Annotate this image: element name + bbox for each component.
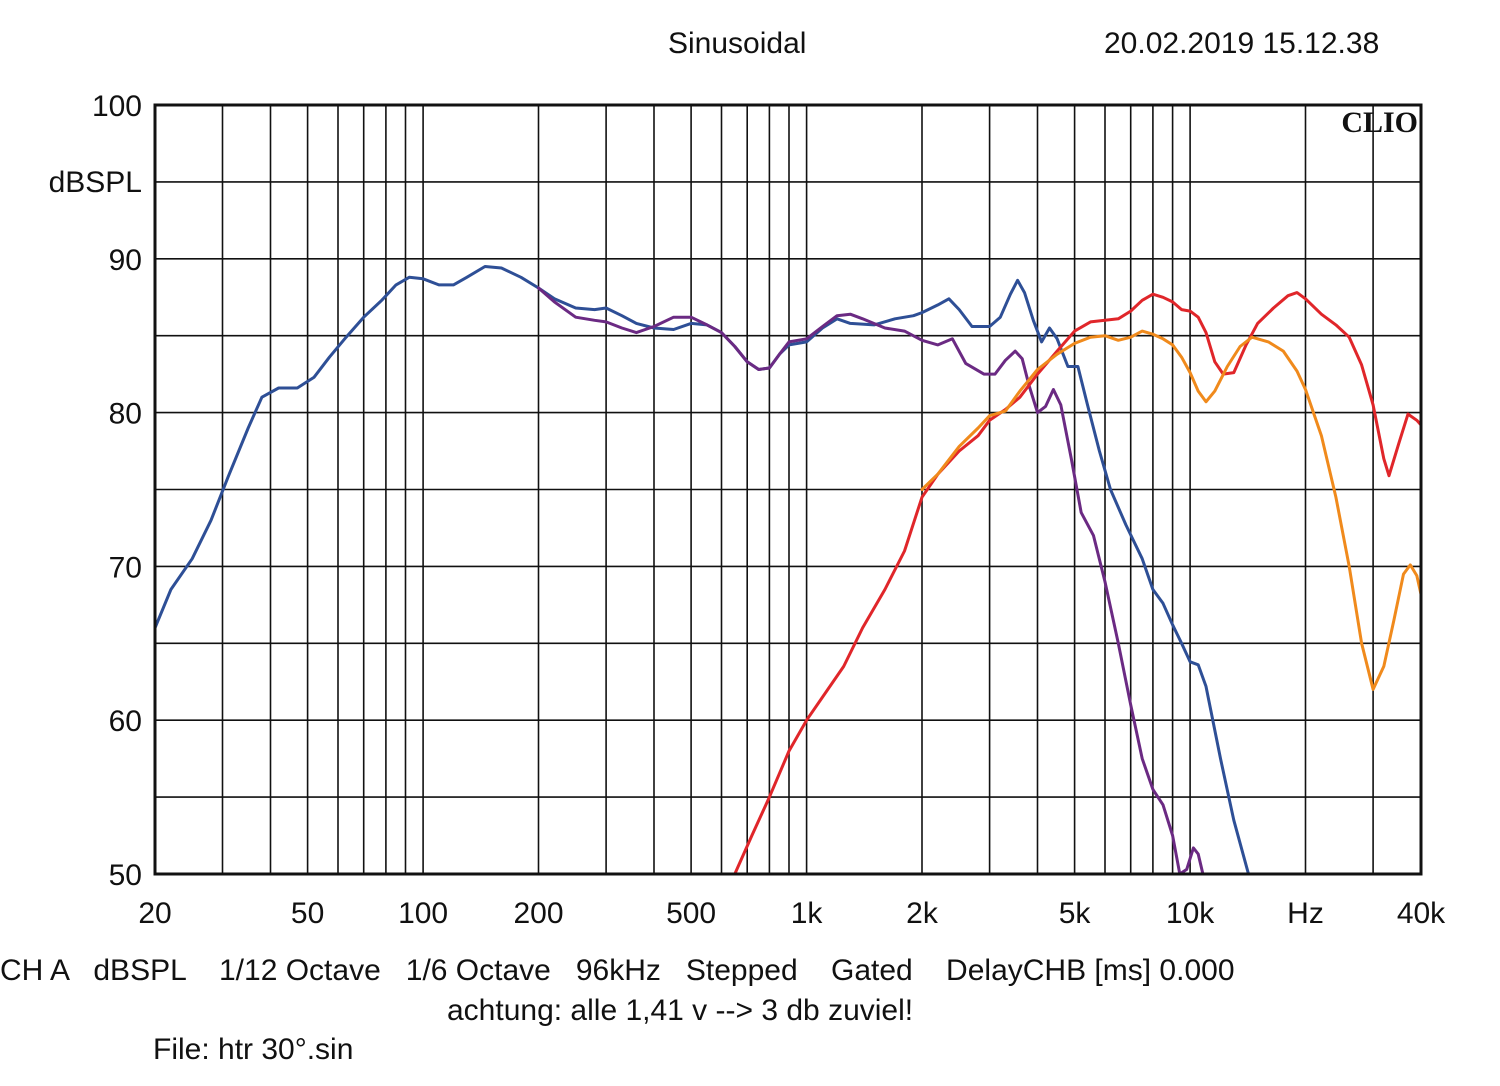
y-tick-label: 90 [109,244,142,277]
blue-response-curve [155,265,1250,874]
x-tick-label: 100 [398,897,448,930]
clio-brand-logo: CLIO [1341,106,1418,139]
chart-curves [155,265,1421,874]
x-tick-label: 2k [906,897,939,930]
y-tick-label: 100 [92,90,142,123]
plot-frame [153,103,1423,876]
y-tick-label: 60 [109,705,142,738]
x-tick-label: 200 [513,897,563,930]
axis-tick-labels: 100 90 80 70 60 50 20 50 100 200 500 1k 2k 5k 10k Hz 40k [92,90,1446,930]
purple-response-curve [537,286,1205,874]
x-tick-label: 5k [1059,897,1092,930]
x-tick-label: 1k [791,897,824,930]
y-tick-label: 70 [109,551,142,584]
x-tick-label: 20 [138,897,171,930]
measurement-timestamp: 20.02.2019 15.12.38 [1104,27,1380,60]
file-name: File: htr 30°.sin [153,1033,354,1066]
x-tick-label: Hz [1287,897,1324,930]
red-response-curve [733,291,1421,874]
x-tick-label: 40k [1397,897,1446,930]
measurement-note: achtung: alle 1,41 v --> 3 db zuviel! [447,994,914,1027]
y-tick-label: 80 [109,398,142,431]
chart-mode-title: Sinusoidal [668,27,807,60]
x-tick-label: 50 [291,897,324,930]
orange-response-curve [920,329,1421,691]
measurement-settings-line: CH A dBSPL 1/12 Octave 1/6 Octave 96kHz … [0,954,1235,987]
x-tick-label: 10k [1166,897,1215,930]
x-tick-label: 500 [666,897,716,930]
y-axis-label: dBSPL [49,166,142,199]
y-tick-label: 50 [109,859,142,892]
chart-grid [155,105,1421,874]
